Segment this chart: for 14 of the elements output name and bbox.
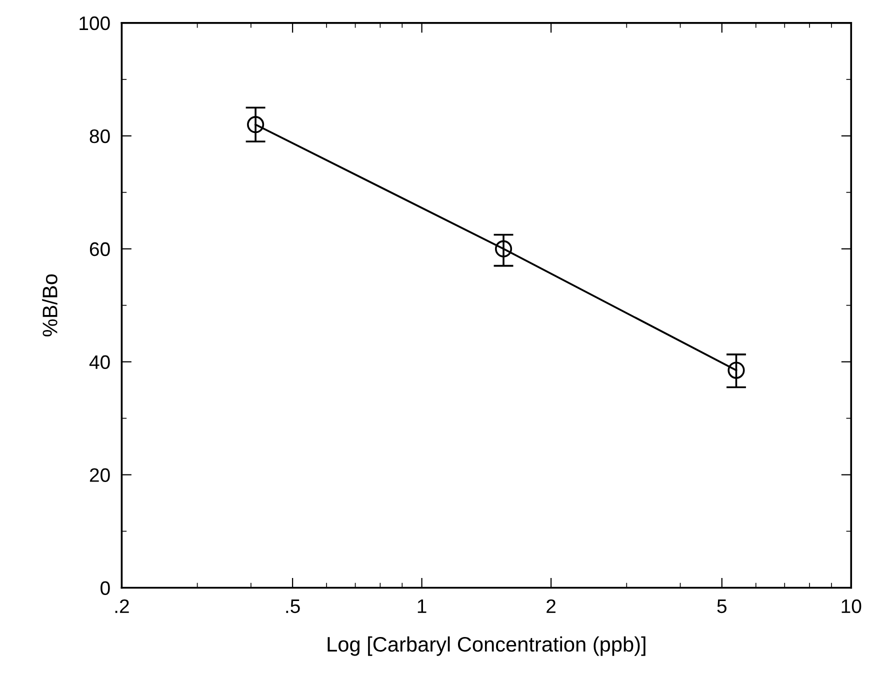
y-tick-label: 80 [90, 129, 110, 144]
y-tick-label: 60 [90, 242, 110, 256]
x-tick-label: .2 [115, 599, 129, 613]
y-tick-label: 20 [90, 468, 110, 482]
x-axis-title: Log [Carbaryl Concentration (ppb)] [328, 636, 646, 656]
y-tick-label: 0 [100, 581, 110, 595]
x-tick-label: 2 [546, 599, 556, 613]
x-tick-label: 10 [842, 599, 862, 614]
x-tick-label: 1 [418, 600, 426, 613]
y-tick-label: 40 [89, 355, 110, 370]
y-tick-label: 100 [80, 16, 110, 30]
x-tick-label: 5 [717, 600, 726, 614]
y-axis-title: %B/Bo [42, 274, 58, 336]
x-tick-label: .5 [286, 600, 300, 614]
